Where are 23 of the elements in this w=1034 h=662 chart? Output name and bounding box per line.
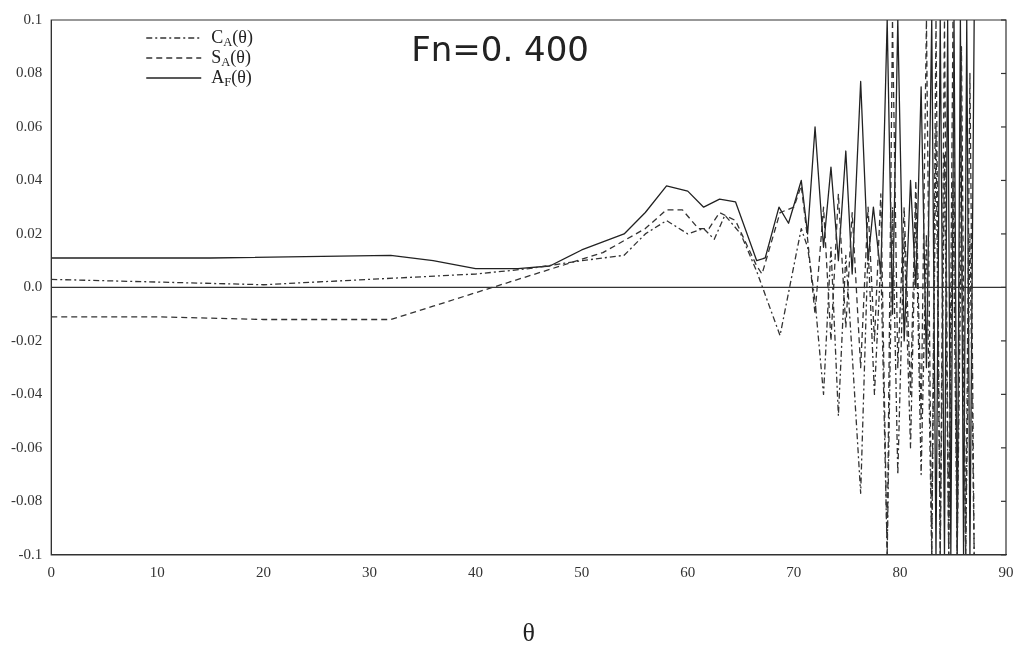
- y-tick-label: 0.08: [16, 64, 43, 81]
- x-tick-label: 50: [574, 563, 590, 580]
- x-tick-label: 80: [892, 563, 908, 580]
- y-tick-label: -0.02: [11, 331, 43, 348]
- x-tick-label: 40: [468, 563, 484, 580]
- x-axis-title: θ: [522, 618, 535, 648]
- x-tick-label: 0: [47, 563, 55, 580]
- y-tick-label: 0.04: [16, 171, 43, 188]
- y-tick-label: 0.1: [23, 10, 43, 27]
- y-tick-label: -0.06: [11, 438, 43, 455]
- y-tick-label: -0.1: [18, 545, 43, 562]
- x-tick-label: 20: [255, 563, 271, 580]
- y-tick-label: 0.0: [23, 278, 43, 295]
- x-tick-label: 90: [998, 563, 1014, 580]
- y-tick-label: 0.02: [16, 224, 43, 241]
- x-tick-label: 70: [786, 563, 802, 580]
- y-tick-label: 0.06: [16, 117, 43, 134]
- x-tick-label: 30: [362, 563, 377, 580]
- x-tick-label: 10: [149, 563, 165, 580]
- chart-title: Fn=0. 400: [411, 28, 589, 69]
- x-tick-label: 60: [680, 563, 696, 580]
- y-tick-label: -0.08: [11, 492, 43, 509]
- y-tick-label: -0.04: [11, 385, 43, 402]
